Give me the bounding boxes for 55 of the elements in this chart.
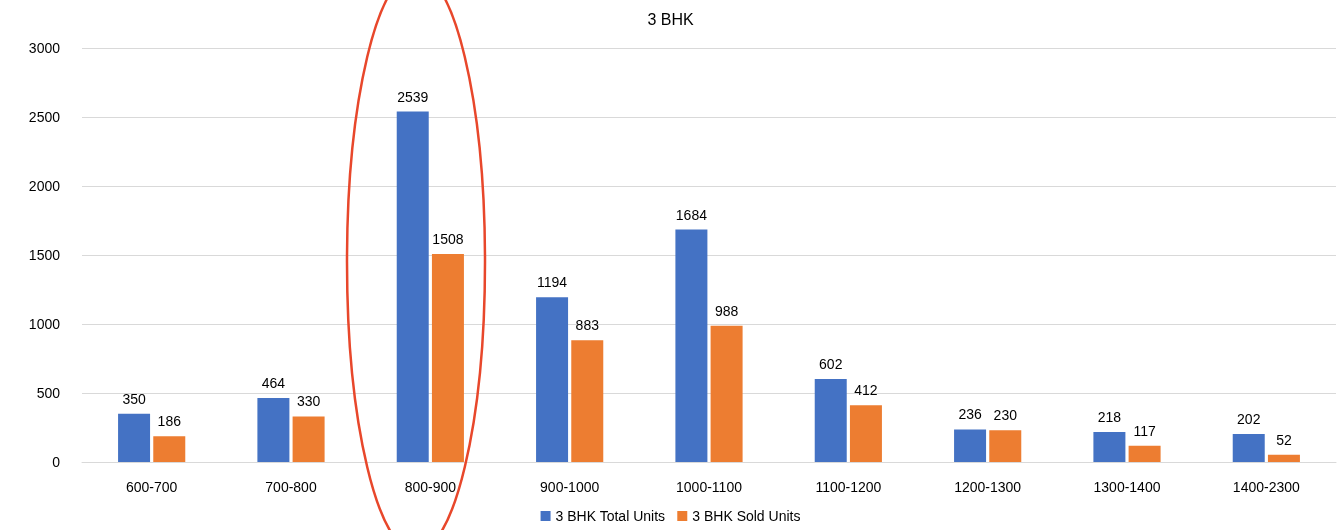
y-tick-label: 0 [52,454,61,470]
data-label: 988 [714,302,739,319]
data-label: 236 [958,406,982,423]
y-tick-label: 3000 [28,40,61,56]
data-label: 52 [1276,431,1292,448]
y-tick-label: 2000 [28,178,61,194]
x-tick-label: 1100-1200 [815,479,882,495]
data-label: 186 [157,413,182,430]
bar [989,430,1022,462]
data-label: 218 [1097,408,1122,425]
data-label: 602 [819,355,843,372]
data-label: 883 [575,317,600,334]
data-label: 2539 [397,88,429,105]
data-label: 117 [1133,422,1156,439]
x-tick-label: 900-1000 [540,479,600,495]
data-label: 1194 [537,274,568,291]
bar [1232,434,1265,462]
data-label: 230 [993,407,1018,424]
bar [431,253,464,462]
y-tick-label: 1500 [28,247,61,263]
legend-label: 3 BHK Sold Units [692,508,801,524]
bar [1267,454,1300,462]
y-tick-label: 500 [36,385,61,401]
data-label: 412 [854,382,878,399]
x-tick-label: 1400-2300 [1232,479,1301,495]
bar [571,340,604,462]
y-tick-label: 1000 [28,316,61,332]
data-label: 202 [1237,411,1261,428]
bar [814,378,847,462]
x-tick-label: 1300-1400 [1093,479,1161,495]
data-label: 1508 [432,230,464,247]
bar [1128,445,1161,462]
x-tick-label: 1200-1300 [954,479,1022,495]
bar [954,429,987,462]
bar [536,297,569,462]
bar [257,397,290,462]
bar [710,325,743,462]
data-label: 350 [122,390,146,407]
legend-label: 3 BHK Total Units [555,508,666,524]
bar [1093,431,1126,462]
y-tick-label: 2500 [28,109,61,125]
data-label: 330 [296,393,321,410]
bar [849,405,882,462]
bar [153,436,186,462]
bar [396,111,429,462]
x-tick-label: 600-700 [125,479,178,495]
bar [292,416,325,462]
data-label: 1684 [675,206,708,223]
chart-title: 3 BHK [647,10,694,28]
x-tick-label: 800-900 [404,479,457,495]
x-tick-label: 700-800 [265,479,317,495]
bar [118,413,151,462]
bar [675,229,708,462]
x-tick-label: 1000-1100 [676,479,743,495]
data-label: 464 [261,374,286,391]
